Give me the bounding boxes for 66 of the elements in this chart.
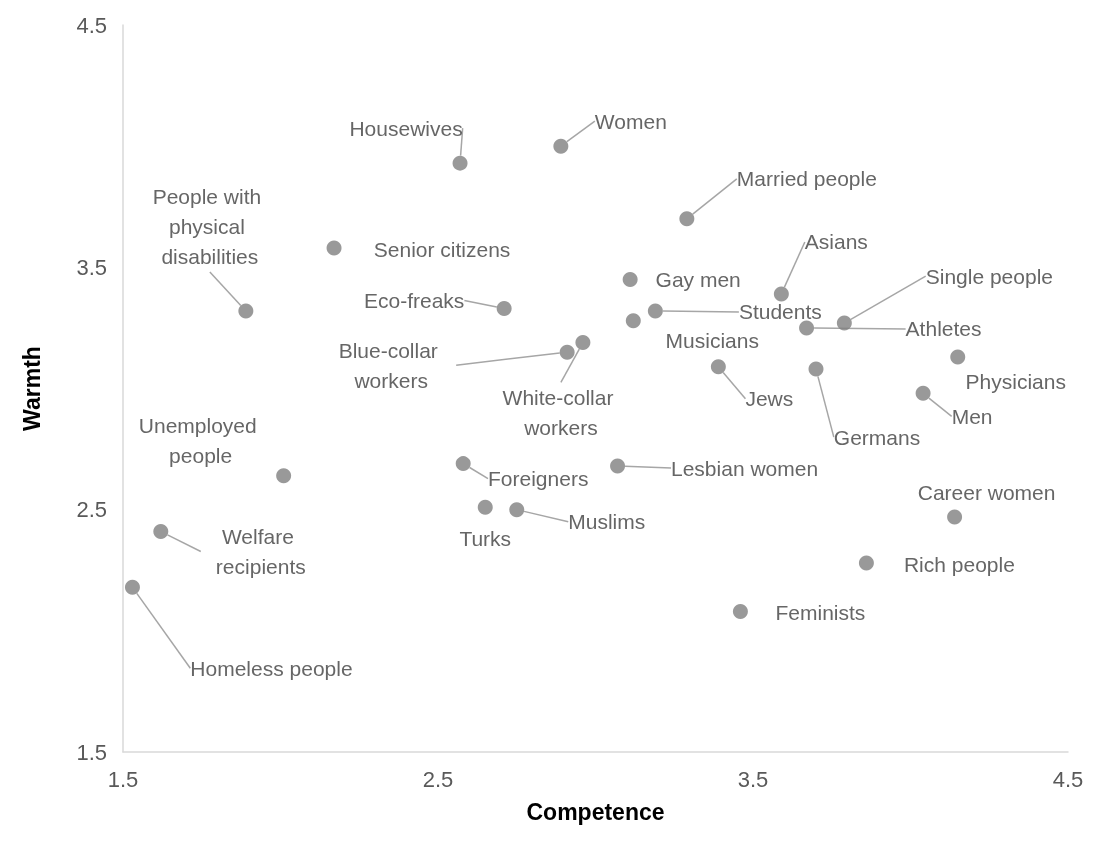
point [808,361,824,377]
annotation: Senior citizens [373,238,511,262]
y-tick-label: 3.5 [76,254,107,280]
annotation: Jews [745,387,794,411]
annotation: Lesbian women [671,456,819,480]
point [326,240,342,256]
point [455,456,471,472]
annotation: Men [951,404,993,428]
x-tick-label: 4.5 [1052,766,1084,792]
annotation: Career women [917,481,1056,505]
annotation: Married people [736,167,877,191]
annotation: Unemployed people [138,414,263,468]
annotation: Blue-collar workers [338,338,444,392]
point [238,303,254,319]
point [496,301,512,317]
annotation: Musicians [665,329,759,353]
point [575,334,591,350]
annotation: Germans [833,425,921,449]
point [622,271,638,287]
point [710,359,726,375]
point [732,603,748,619]
point [452,155,468,171]
point [509,502,525,518]
annotation: Homeless people [190,656,353,680]
annotation: Women [594,109,667,133]
point [276,468,292,484]
annotation: Rich people [903,553,1015,577]
annotation: Turks [459,526,512,550]
point [124,579,140,595]
annotation: Single people [925,264,1053,288]
annotation: Housewives [349,116,463,140]
point [773,286,789,302]
point [950,349,966,365]
point [679,211,695,227]
y-tick-label: 4.5 [76,12,107,38]
point [858,555,874,571]
point [947,509,963,525]
point [625,313,641,329]
annotation: Eco-freaks [363,289,465,313]
annotation: People with physical disabilities [152,185,268,269]
annotation: Athletes [905,317,982,341]
point [799,320,815,336]
point [559,344,575,360]
x-axis-title: Competence [526,798,665,825]
point [647,303,663,319]
y-axis-title: Warmth [18,346,45,431]
annotation: Students [738,300,822,324]
y-tick-label: 1.5 [76,739,107,765]
annotation: Physicians [965,370,1066,394]
point [836,315,852,331]
y-tick-label: 2.5 [76,497,107,523]
annotation: White-collar workers [502,385,620,439]
point [477,499,493,515]
x-tick-label: 2.5 [422,766,454,792]
point [915,385,931,401]
x-tick-label: 1.5 [107,766,139,792]
annotation: Asians [804,230,868,254]
point [610,458,626,474]
point [153,523,169,539]
annotation: Feminists [775,600,866,624]
x-tick-label: 3.5 [737,766,769,792]
annotation: Welfare recipients [215,524,306,578]
annotation: Muslims [568,510,646,534]
point [553,138,569,154]
annotation: Gay men [655,267,741,291]
annotation: Foreigners [488,467,589,491]
